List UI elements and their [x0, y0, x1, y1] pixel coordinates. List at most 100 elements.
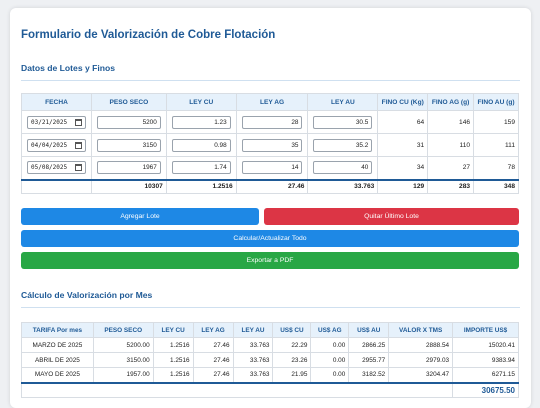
ley-au-input[interactable]: 35.2	[313, 138, 373, 152]
lotes-header-row: FECHA PESO SECO LEY CU LEY AG LEY AU FIN…	[21, 93, 519, 111]
col-header: PESO SECO	[90, 93, 167, 111]
ley-cu-input[interactable]: 0.98	[171, 138, 231, 152]
peso-cell: 3150.00	[92, 352, 154, 368]
section-title-mes: Cálculo de Valorización por Mes	[21, 290, 153, 300]
date-value: 05/08/2025	[31, 164, 68, 172]
ley-ag-cell: 27.46	[192, 367, 234, 383]
date-input[interactable]: 04/04/2025	[27, 138, 86, 152]
grand-total: 30675.50	[452, 381, 519, 398]
importe-cell: 15020.41	[452, 337, 519, 353]
col-header: US$ AU	[348, 322, 390, 338]
valor-tms-cell: 2979.03	[388, 352, 454, 368]
ley-cu-cell: 1.2516	[152, 367, 194, 383]
calendar-icon[interactable]	[74, 118, 82, 126]
mes-cell: MARZO DE 2025	[21, 337, 94, 353]
calendar-icon[interactable]	[74, 141, 82, 149]
col-header: LEY CU	[152, 322, 194, 338]
importe-cell: 6271.15	[452, 367, 519, 383]
total-peso: 10307	[90, 178, 167, 194]
calendar-icon[interactable]	[74, 164, 82, 172]
mes-table: TARIFA Por mes PESO SECO LEY CU LEY AG L…	[20, 322, 519, 398]
peso-cell: 5200.00	[92, 337, 154, 353]
col-header: FECHA	[21, 93, 92, 111]
export-pdf-button[interactable]: Exportar a PDF	[21, 252, 519, 269]
col-header: VALOR X TMS	[388, 322, 454, 338]
table-row: ABRIL DE 2025 3150.00 1.2516 27.46 33.76…	[21, 352, 519, 368]
ley-ag-input[interactable]: 14	[241, 161, 303, 175]
ley-ag-input[interactable]: 35	[241, 138, 303, 152]
calculate-button[interactable]: Calcular/Actualizar Todo	[21, 230, 519, 247]
fino-ag-cell: 110	[427, 133, 475, 157]
lotes-table: FECHA PESO SECO LEY CU LEY AG LEY AU FIN…	[21, 93, 519, 194]
date-input[interactable]: 05/08/2025	[27, 161, 86, 175]
col-header: LEY CU	[165, 93, 237, 111]
total-fino-ag: 283	[427, 178, 475, 194]
ley-ag-cell: 27.46	[192, 337, 234, 353]
fino-au-cell: 159	[473, 110, 519, 134]
col-header: FINO AU (g)	[473, 93, 519, 111]
totals-row: 10307 1.2516 27.46 33.763 129 283 348	[21, 178, 519, 194]
col-header: FINO CU (Kg)	[377, 93, 429, 111]
col-header: LEY AG	[192, 322, 234, 338]
empty-cell	[20, 381, 454, 398]
section-title-lotes: Datos de Lotes y Finos	[21, 63, 116, 73]
col-header: PESO SECO	[92, 322, 154, 338]
fino-cu-cell: 31	[377, 133, 429, 157]
divider	[21, 307, 520, 308]
remove-lote-button[interactable]: Quitar Último Lote	[264, 208, 519, 225]
date-value: 04/04/2025	[31, 141, 68, 149]
usd-ag-cell: 0.00	[310, 352, 350, 368]
importe-cell: 9383.94	[452, 352, 519, 368]
usd-cu-cell: 21.95	[272, 367, 312, 383]
ley-au-cell: 33.763	[232, 367, 274, 383]
fino-ag-cell: 27	[427, 156, 475, 180]
ley-au-cell: 33.763	[232, 352, 274, 368]
mes-cell: MAYO DE 2025	[21, 367, 94, 383]
date-value: 03/21/2025	[31, 118, 68, 126]
usd-au-cell: 3182.52	[348, 367, 390, 383]
usd-au-cell: 2955.77	[348, 352, 390, 368]
valor-tms-cell: 2888.54	[388, 337, 454, 353]
mes-header-row: TARIFA Por mes PESO SECO LEY CU LEY AG L…	[21, 322, 519, 338]
ley-au-input[interactable]: 30.5	[313, 115, 373, 129]
col-header: TARIFA Por mes	[21, 322, 94, 338]
date-input[interactable]: 03/21/2025	[27, 115, 86, 129]
add-lote-button[interactable]: Agregar Lote	[21, 208, 259, 225]
ley-ag-cell: 27.46	[192, 352, 234, 368]
col-header: IMPORTE US$	[452, 322, 519, 338]
table-row: 03/21/2025 5200 1.23 28 30.5 64 146 159	[21, 110, 519, 134]
fino-au-cell: 111	[473, 133, 519, 157]
ley-cu-input[interactable]: 1.23	[171, 115, 231, 129]
page-title: Formulario de Valorización de Cobre Flot…	[21, 29, 276, 41]
col-header: FINO AG (g)	[427, 93, 475, 111]
ley-au-cell: 33.763	[232, 337, 274, 353]
ley-au-input[interactable]: 40	[313, 161, 373, 175]
valor-tms-cell: 3204.47	[388, 367, 454, 383]
totals-row: 30675.50	[20, 381, 519, 398]
usd-cu-cell: 23.26	[272, 352, 312, 368]
fino-cu-cell: 64	[377, 110, 429, 134]
total-ley-cu: 1.2516	[165, 178, 237, 194]
col-header: US$ CU	[272, 322, 312, 338]
peso-input[interactable]: 1967	[96, 161, 161, 175]
col-header: US$ AG	[310, 322, 350, 338]
col-header: LEY AU	[232, 322, 274, 338]
ley-cu-cell: 1.2516	[152, 352, 194, 368]
ley-cu-input[interactable]: 1.74	[171, 161, 231, 175]
fino-ag-cell: 146	[427, 110, 475, 134]
total-ley-ag: 27.46	[235, 178, 309, 194]
table-row: 04/04/2025 3150 0.98 35 35.2 31 110 111	[21, 133, 519, 157]
ley-ag-input[interactable]: 28	[241, 115, 303, 129]
table-row: MAYO DE 2025 1957.00 1.2516 27.46 33.763…	[21, 367, 519, 383]
usd-cu-cell: 22.29	[272, 337, 312, 353]
total-fino-cu: 129	[377, 178, 429, 194]
total-fino-au: 348	[473, 178, 519, 194]
col-header: LEY AG	[235, 93, 309, 111]
divider	[21, 80, 520, 81]
table-row: 05/08/2025 1967 1.74 14 40 34 27 78	[21, 156, 519, 180]
peso-input[interactable]: 5200	[96, 115, 161, 129]
fino-cu-cell: 34	[377, 156, 429, 180]
usd-ag-cell: 0.00	[310, 367, 350, 383]
peso-input[interactable]: 3150	[96, 138, 161, 152]
col-header: LEY AU	[307, 93, 379, 111]
